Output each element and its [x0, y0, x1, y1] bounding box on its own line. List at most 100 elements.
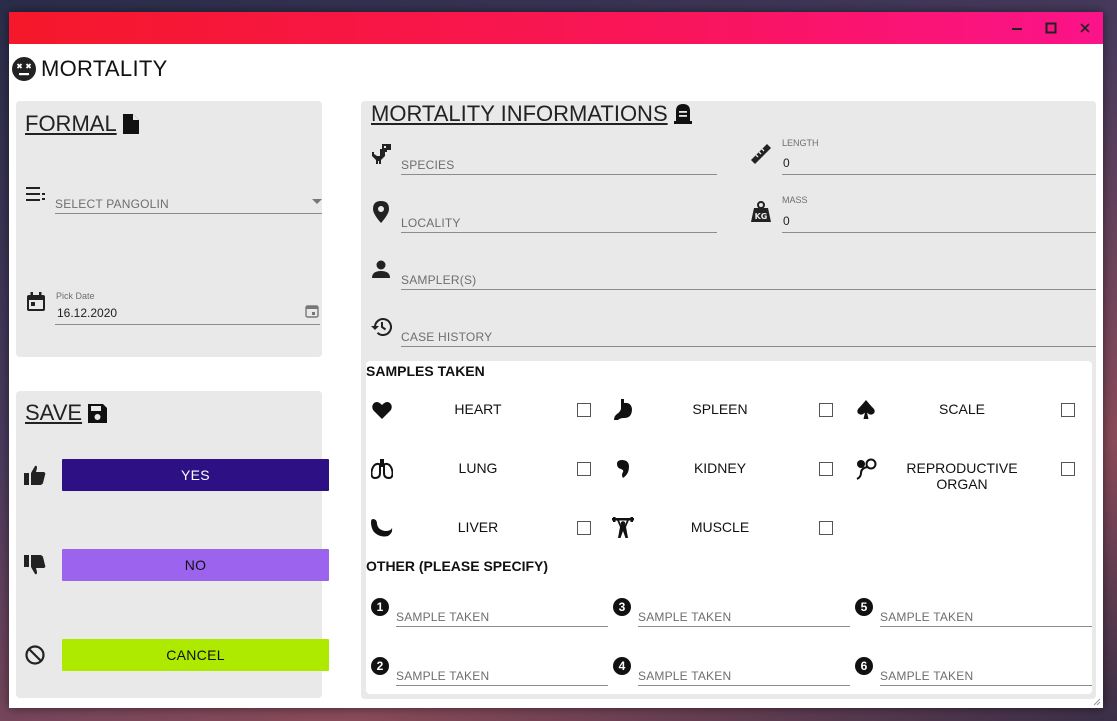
svg-text:KG: KG — [755, 212, 768, 221]
save-panel: SAVE YES NO CANCEL — [16, 391, 329, 698]
minimize-icon — [1012, 28, 1022, 30]
species-input[interactable]: SPECIES — [401, 152, 717, 175]
formal-header: FORMAL — [25, 111, 139, 137]
case-history-placeholder: CASE HISTORY — [401, 330, 493, 344]
mass-input[interactable]: MASS 0 — [782, 195, 1096, 233]
other-sample-field-5[interactable]: SAMPLE TAKEN — [880, 604, 1092, 627]
number-2-icon: 2 — [371, 657, 389, 675]
number-3-icon: 3 — [613, 598, 631, 616]
person-icon — [369, 258, 393, 282]
thumbs-up-icon — [23, 464, 47, 486]
select-pangolin-placeholder: SELECT PANGOLIN — [55, 197, 169, 211]
locality-placeholder: LOCALITY — [401, 216, 461, 230]
mass-label: MASS — [782, 195, 808, 205]
number-1-icon: 1 — [371, 598, 389, 616]
sample-checkbox-lung[interactable] — [577, 462, 591, 476]
sample-label-muscle: MUSCLE — [690, 519, 750, 535]
case-history-input[interactable]: CASE HISTORY — [401, 324, 1096, 347]
sample-label-scale: SCALE — [939, 401, 985, 417]
other-sample-field-4[interactable]: SAMPLE TAKEN — [638, 663, 850, 686]
lungs-icon — [371, 458, 393, 480]
sample-label-kidney: KIDNEY — [693, 460, 747, 476]
reproductive-icon — [855, 458, 877, 480]
locality-input[interactable]: LOCALITY — [401, 210, 717, 233]
resize-grip-icon[interactable] — [1093, 698, 1101, 706]
sample-checkbox-spleen[interactable] — [819, 403, 833, 417]
save-header-text: SAVE — [25, 400, 83, 425]
minimize-button[interactable] — [1007, 19, 1027, 37]
length-input[interactable]: LENGTH 0 — [782, 138, 1096, 175]
sample-checkbox-heart[interactable] — [577, 403, 591, 417]
cancel-button[interactable]: CANCEL — [62, 639, 329, 671]
sample-label-lung: LUNG — [458, 460, 498, 476]
sample-checkbox-reproductive-organ[interactable] — [1061, 462, 1075, 476]
other-sample-field-1[interactable]: SAMPLE TAKEN — [396, 604, 608, 627]
other-specify-title: OTHER (PLEASE SPECIFY) — [366, 558, 549, 574]
sample-label-heart: HEART — [454, 401, 502, 417]
yes-button-label: YES — [181, 467, 210, 483]
mortality-info-panel: MORTALITY INFORMATIONS SPECIES LENGTH 0 … — [361, 101, 1096, 699]
other-sample-placeholder: SAMPLE TAKEN — [880, 669, 974, 683]
sample-checkbox-kidney[interactable] — [819, 462, 833, 476]
mass-value: 0 — [783, 214, 790, 228]
number-4-icon: 4 — [613, 657, 631, 675]
dead-face-icon — [12, 57, 36, 81]
location-pin-icon — [369, 200, 393, 224]
number-6-icon: 6 — [855, 657, 873, 675]
sample-checkbox-muscle[interactable] — [819, 521, 833, 535]
length-value: 0 — [783, 156, 790, 170]
other-sample-placeholder: SAMPLE TAKEN — [638, 669, 732, 683]
app-window: MORTALITY FORMAL SELECT PANGOLIN Pick Da… — [9, 12, 1103, 708]
sample-label-liver: LIVER — [457, 519, 499, 535]
other-sample-field-3[interactable]: SAMPLE TAKEN — [638, 604, 850, 627]
pick-date-label: Pick Date — [56, 291, 95, 301]
dinosaur-icon — [369, 142, 393, 166]
app-title: MORTALITY — [11, 56, 168, 82]
mortality-info-header-text: MORTALITY INFORMATIONS — [371, 101, 668, 126]
no-button[interactable]: NO — [62, 549, 329, 581]
stomach-icon — [612, 399, 634, 421]
liver-icon — [371, 517, 393, 539]
sample-label-spleen: SPLEEN — [692, 401, 748, 417]
sampler-input[interactable]: SAMPLER(S) — [401, 267, 1096, 290]
calendar-icon — [25, 291, 47, 313]
other-sample-placeholder: SAMPLE TAKEN — [638, 610, 732, 624]
app-title-text: MORTALITY — [41, 56, 168, 81]
title-bar[interactable] — [9, 12, 1103, 44]
length-label: LENGTH — [782, 138, 819, 148]
samples-taken-title: SAMPLES TAKEN — [366, 363, 485, 379]
formal-panel: FORMAL SELECT PANGOLIN Pick Date 16.12.2… — [16, 101, 322, 357]
date-picker-icon[interactable] — [305, 304, 319, 318]
cancel-icon — [23, 644, 47, 666]
other-sample-placeholder: SAMPLE TAKEN — [396, 669, 490, 683]
select-pangolin-dropdown[interactable]: SELECT PANGOLIN — [55, 191, 322, 214]
chevron-down-icon — [312, 199, 322, 204]
samples-panel: SAMPLES TAKEN HEART SPLEEN SCALE LUNG — [366, 361, 1092, 694]
thumbs-down-icon — [23, 554, 47, 576]
formal-header-text: FORMAL — [25, 111, 117, 136]
maximize-button[interactable] — [1041, 19, 1061, 37]
yes-button[interactable]: YES — [62, 459, 329, 491]
weightlifter-icon — [612, 517, 634, 539]
pick-date-value: 16.12.2020 — [57, 306, 118, 320]
list-icon — [25, 185, 47, 205]
save-header: SAVE — [25, 400, 108, 426]
other-sample-placeholder: SAMPLE TAKEN — [396, 610, 490, 624]
other-sample-field-2[interactable]: SAMPLE TAKEN — [396, 663, 608, 686]
no-button-label: NO — [184, 557, 207, 573]
other-sample-field-6[interactable]: SAMPLE TAKEN — [880, 663, 1092, 686]
tombstone-icon — [673, 104, 692, 124]
heart-icon — [371, 399, 393, 421]
close-button[interactable] — [1075, 19, 1095, 37]
number-5-icon: 5 — [855, 598, 873, 616]
close-icon — [1080, 23, 1090, 33]
document-icon — [122, 114, 139, 134]
spade-icon — [855, 399, 877, 421]
other-sample-placeholder: SAMPLE TAKEN — [880, 610, 974, 624]
kidney-icon — [612, 458, 634, 480]
pick-date-field[interactable]: Pick Date 16.12.2020 — [55, 291, 320, 325]
mortality-info-header: MORTALITY INFORMATIONS — [371, 101, 692, 127]
floppy-disk-icon — [88, 403, 108, 423]
sample-checkbox-scale[interactable] — [1061, 403, 1075, 417]
sample-checkbox-liver[interactable] — [577, 521, 591, 535]
